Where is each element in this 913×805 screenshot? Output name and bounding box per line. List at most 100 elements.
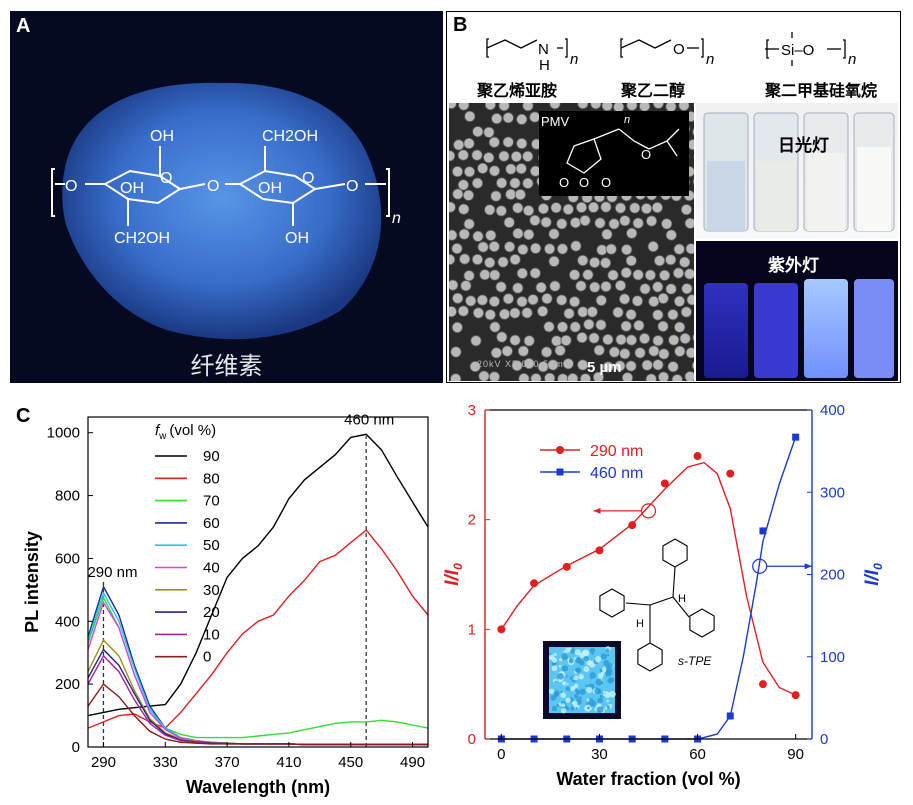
sem-particle: [589, 256, 601, 269]
sem-particle: [502, 136, 514, 148]
sem-particle: [641, 359, 653, 371]
sem-particle: [626, 227, 638, 239]
pmv-o1: O: [559, 175, 569, 190]
legend-red-marker: [556, 446, 564, 454]
sem-particle: [659, 269, 671, 281]
sem-particle: [449, 305, 458, 318]
pmv-structure: PMV n O O O O: [539, 111, 689, 196]
pdms-sio: Si–O: [781, 42, 814, 59]
sem-particle: [477, 162, 489, 174]
sem-particle: [518, 373, 530, 381]
pmv-n: n: [624, 114, 630, 126]
sem-particle: [529, 267, 541, 279]
peg-o-atom: O: [673, 41, 685, 58]
sem-particle: [463, 270, 475, 282]
formula-ch2oh-top: CH2OH: [262, 128, 318, 145]
sem-particle: [517, 243, 529, 256]
sem-particle: [517, 345, 529, 357]
panel-b: B N H n O n Si–O n 聚乙烯亚胺 聚乙二醇 聚二甲基硅氧烷: [446, 11, 901, 383]
sem-particle: [452, 188, 464, 200]
sem-particle: [537, 305, 549, 317]
sem-particle: [462, 189, 475, 201]
sem-particle: [632, 217, 644, 229]
sem-particle: [491, 112, 503, 125]
pmv-o3: O: [601, 175, 611, 190]
sem-particle: [537, 203, 550, 215]
sem-particle: [595, 319, 607, 331]
sem-particle: [521, 307, 533, 319]
sem-particle: [601, 103, 613, 112]
sem-particle: [673, 243, 685, 255]
sem-particle: [472, 230, 484, 242]
sem-particle: [680, 204, 693, 216]
y-left-tick-label: 3: [468, 402, 476, 419]
daylight-photo: 日光灯: [696, 103, 898, 238]
sem-particle: [509, 334, 521, 346]
y-left-tick-label: 1: [468, 621, 476, 638]
panel-c: C 290 330 370 410 450 490 0 200 400 600 800 1000 Wav…: [0, 395, 913, 805]
sem-particle: [451, 321, 463, 333]
sem-particle: [674, 321, 686, 333]
peg-name: 聚乙二醇: [620, 81, 685, 100]
sem-particle: [661, 218, 673, 230]
sem-particle: [516, 267, 528, 279]
sem-particle: [505, 163, 517, 175]
legend-title: fw (vol %): [155, 422, 216, 442]
sem-particle: [619, 348, 631, 360]
pl-ylabel: PL intensity: [22, 531, 42, 633]
cellulose-sample: [62, 82, 382, 340]
sem-particle: [529, 214, 541, 226]
sem-particle: [472, 307, 485, 319]
sem-particle: [512, 227, 524, 240]
formula-n: n: [392, 210, 401, 227]
sem-particle: [577, 359, 589, 371]
pei-name: 聚乙烯亚胺: [476, 81, 557, 100]
sem-particle: [614, 360, 626, 372]
sem-particle: [567, 372, 579, 381]
sem-particle: [665, 283, 677, 295]
sem-particle: [568, 269, 581, 281]
x-tick-label: 60: [689, 746, 706, 763]
sem-particle: [575, 280, 587, 292]
legend-label-0: 0: [203, 649, 211, 666]
sem-particle: [673, 295, 686, 307]
sem-particle: [577, 254, 589, 267]
sem-particle: [577, 103, 589, 110]
sem-particle: [490, 347, 502, 359]
sem-particle: [496, 331, 508, 343]
sem-particle: [484, 257, 496, 269]
red-point: [758, 680, 767, 689]
sem-particle: [483, 152, 495, 164]
sem-scale-label: 5 µm: [587, 359, 622, 376]
sem-particle: [621, 372, 634, 381]
blue-point: [792, 433, 800, 441]
sem-particle: [497, 256, 509, 268]
panel-b-letter: B: [453, 14, 468, 36]
sem-particle: [453, 139, 465, 151]
x-tick-label: 450: [338, 754, 363, 771]
sem-particle: [658, 348, 670, 360]
sem-particle: [501, 345, 513, 357]
sem-particle: [543, 321, 555, 333]
formula-o-ring1: O: [160, 170, 172, 187]
sem-particle: [615, 334, 627, 346]
panel-a: O OH OH O O CH2OH OH O O CH2OH OH n A 纤维…: [10, 11, 443, 383]
formula-oh-top: OH: [150, 128, 174, 145]
sem-particle: [645, 373, 657, 381]
sem-particle: [548, 255, 560, 267]
formula-o-left: O: [65, 178, 77, 195]
pmv-o2: O: [579, 175, 589, 190]
sem-particle: [450, 373, 462, 381]
sem-particle: [651, 201, 663, 214]
sem-particle: [579, 373, 592, 381]
stpe-h1: H: [636, 618, 644, 630]
legend-label-10: 10: [203, 626, 220, 643]
sem-particle: [648, 295, 660, 308]
sem-particle: [556, 294, 568, 306]
sem-info: 20kV X5,000 5µm: [477, 359, 564, 369]
formula-o-ring2: O: [302, 170, 314, 187]
sem-particle: [608, 218, 620, 230]
uv-vials: [704, 279, 894, 378]
legend-label-30: 30: [203, 582, 220, 599]
